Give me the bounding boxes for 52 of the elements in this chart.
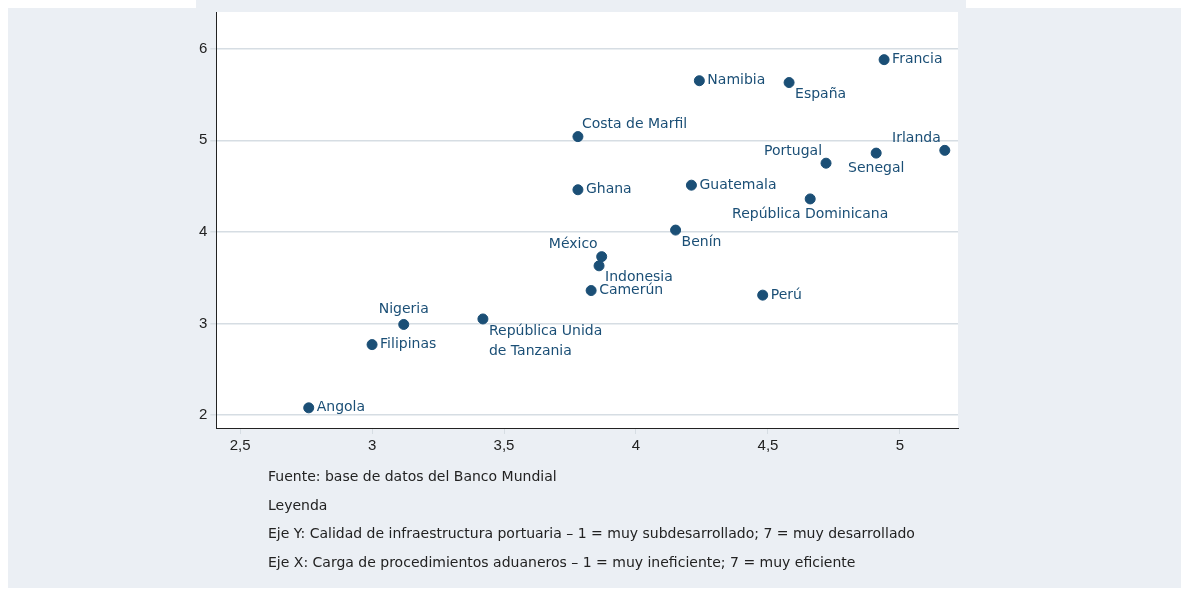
x-tick-label: 3,5	[493, 436, 515, 454]
point	[366, 339, 378, 351]
annotation: República Dominicana	[732, 204, 889, 221]
annotation: Filipinas	[380, 335, 437, 352]
text: Eje Y: Calidad de infraestructura portuaria – 1 = muy subdesarrollado; 7 = muy desarrollado	[268, 524, 915, 543]
point	[572, 131, 584, 143]
x-tick-label: 3	[367, 436, 377, 454]
annotation: Nigeria	[378, 300, 429, 317]
point	[477, 313, 489, 325]
annotation: Costa de Marfil	[581, 115, 688, 132]
point	[878, 54, 890, 66]
annotation: Francia	[892, 50, 943, 67]
annotation: España	[795, 85, 847, 102]
point	[593, 260, 605, 272]
source-note: Fuente: base de datos del Banco Mundial	[268, 467, 558, 486]
y-tick-label: 4	[199, 222, 208, 240]
point	[939, 144, 951, 156]
annotation: Perú	[770, 285, 802, 302]
annotation: Namibia	[707, 71, 766, 88]
point	[783, 77, 795, 89]
y-tick-label: 5	[199, 130, 208, 148]
text: Leyenda	[268, 495, 329, 515]
y-tick-label: 2	[199, 405, 208, 423]
annotation: Ghana	[585, 180, 632, 197]
annotation: Guatemala	[699, 175, 777, 192]
annotation: Senegal	[848, 158, 905, 175]
x-tick-label: 5	[895, 436, 905, 454]
point	[870, 147, 882, 159]
point	[303, 402, 315, 414]
annotation: República Unida de Tanzania	[488, 321, 603, 358]
point	[585, 285, 597, 297]
annotation: Camerún	[599, 281, 664, 298]
point	[820, 157, 832, 169]
point	[757, 289, 769, 301]
y-tick-label: 6	[199, 38, 208, 56]
y-tick-label: 3	[199, 313, 208, 331]
x-tick-label: 4	[631, 436, 641, 454]
text: Eje X: Carga de procedimientos aduaneros – 1 = muy ineficiente; 7 = muy eficiente	[268, 552, 857, 572]
point	[685, 179, 697, 191]
annotation: México	[548, 235, 598, 252]
annotation: Angola	[316, 398, 366, 415]
point	[398, 318, 410, 330]
annotation: Benín	[681, 232, 722, 249]
x-tick-label: 4,5	[757, 436, 779, 454]
point	[670, 224, 682, 236]
point	[804, 193, 816, 205]
annotation: Portugal	[764, 141, 823, 158]
point	[572, 184, 584, 196]
annotation: Irlanda	[892, 129, 941, 145]
point	[596, 251, 608, 263]
x-tick-label: 2,5	[229, 436, 251, 454]
point	[693, 75, 705, 87]
